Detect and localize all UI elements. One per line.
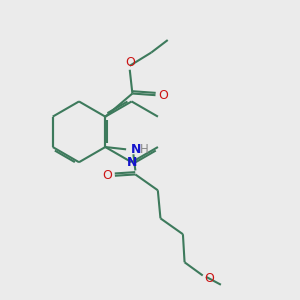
Text: N: N: [126, 156, 137, 169]
Text: O: O: [204, 272, 214, 285]
Text: O: O: [158, 89, 168, 102]
Text: O: O: [125, 56, 135, 69]
Text: O: O: [103, 169, 112, 182]
Text: N: N: [131, 143, 141, 156]
Text: H: H: [140, 142, 148, 155]
